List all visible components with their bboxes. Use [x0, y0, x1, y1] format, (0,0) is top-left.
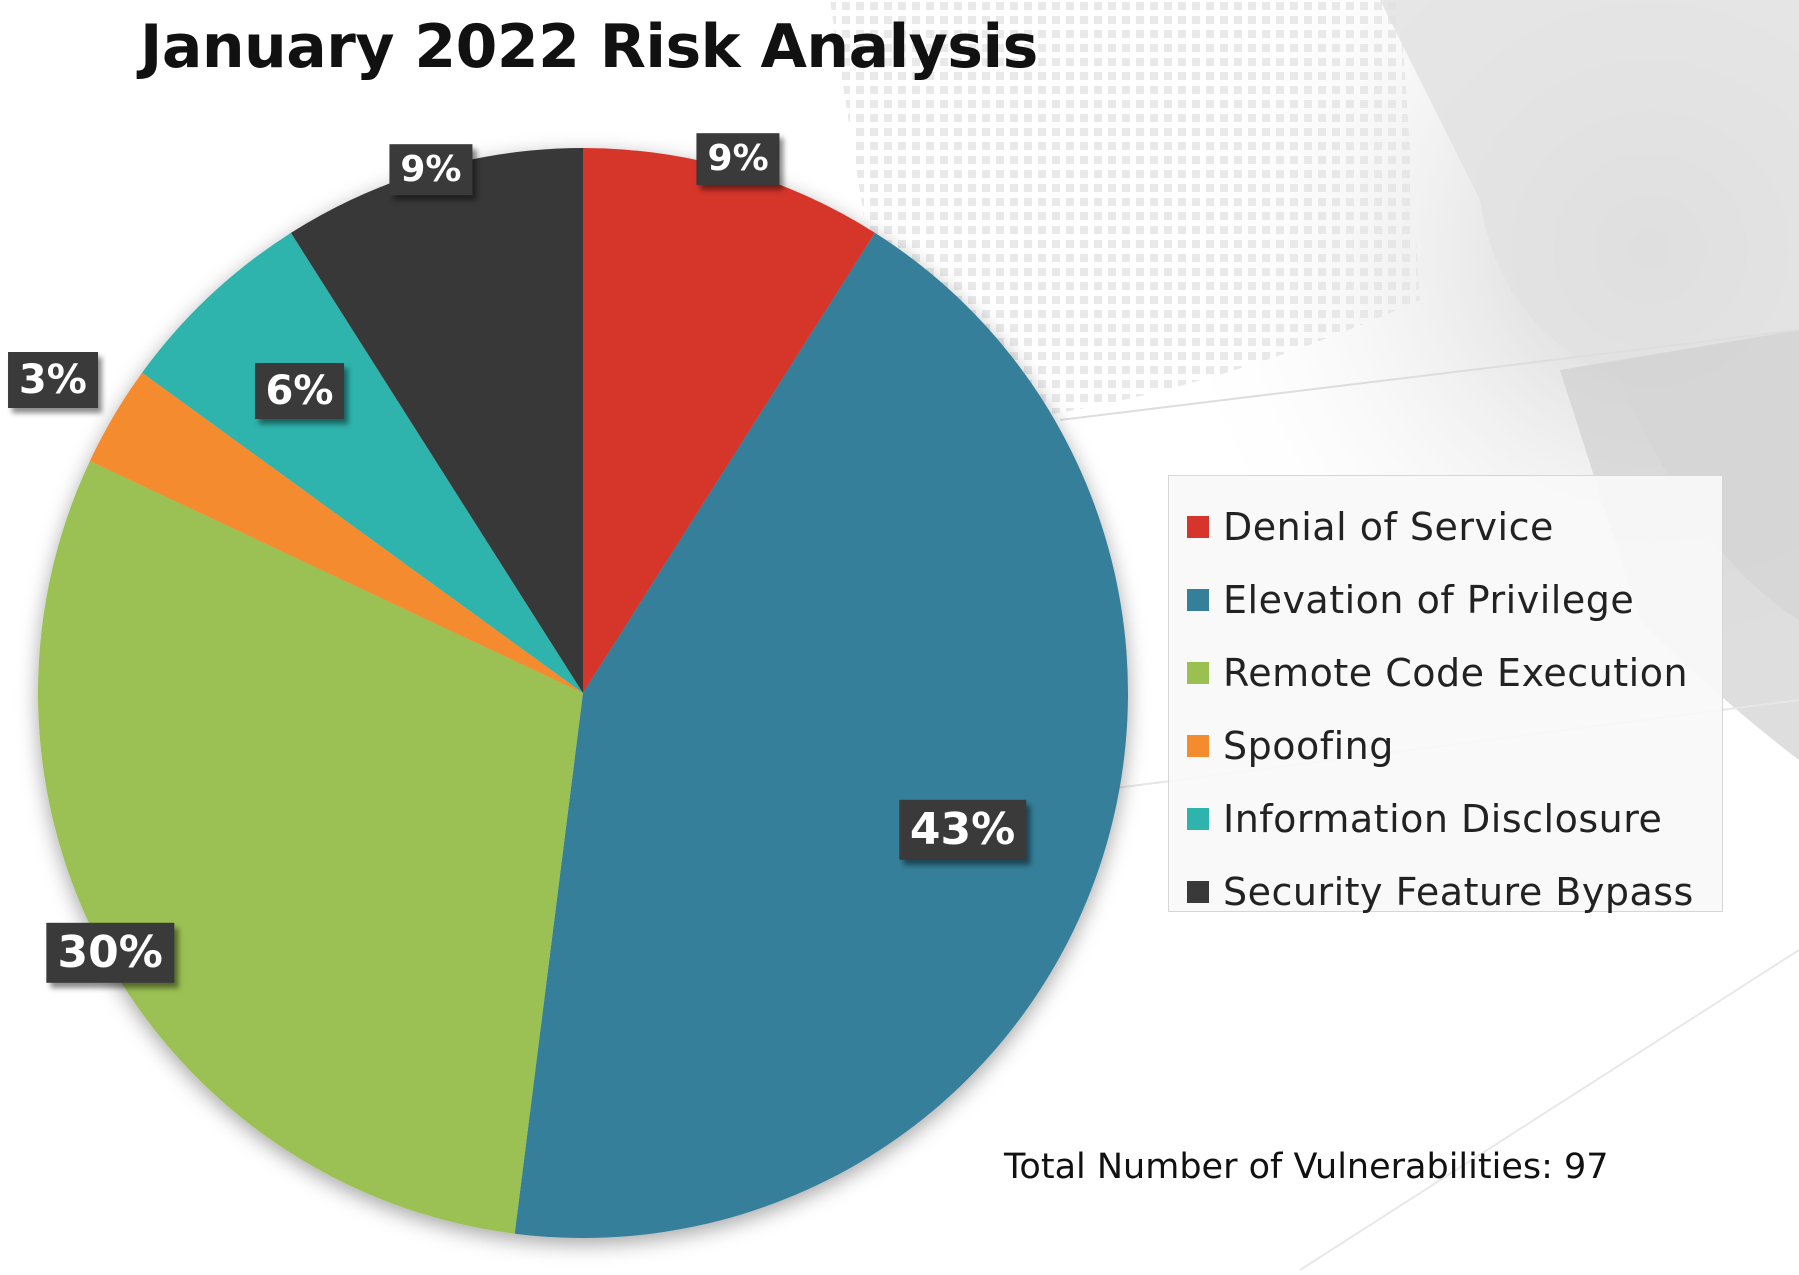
- data-label-remote-code-execution: 30%: [46, 922, 174, 984]
- legend-label: Remote Code Execution: [1223, 650, 1689, 695]
- data-label-spoofing: 3%: [7, 351, 98, 408]
- legend-swatch: [1187, 807, 1209, 830]
- legend-item: Elevation of Privilege: [1169, 563, 1722, 636]
- legend-label: Elevation of Privilege: [1223, 577, 1635, 622]
- pie-slice-elevation-of-privilege: [514, 232, 1129, 1238]
- pie-slice-information-disclosure: [142, 232, 583, 693]
- legend-label: Information Disclosure: [1223, 796, 1663, 841]
- legend-label: Security Feature Bypass: [1223, 869, 1694, 914]
- legend-item: Remote Code Execution: [1169, 636, 1722, 709]
- total-vulnerabilities-text: Total Number of Vulnerabilities: 97: [1004, 1147, 1609, 1187]
- legend: Denial of Service Elevation of Privilege…: [1168, 475, 1723, 914]
- legend-item: Information Disclosure: [1169, 782, 1722, 855]
- legend-item: Spoofing: [1169, 709, 1722, 782]
- pie-slice-denial-of-service: [583, 148, 876, 693]
- data-label-information-disclosure: 6%: [254, 363, 345, 420]
- pie-slice-security-feature-bypass: [290, 148, 583, 693]
- data-label-security-feature-bypass: 9%: [389, 143, 473, 196]
- legend-label: Spoofing: [1223, 723, 1394, 768]
- legend-swatch: [1187, 515, 1209, 538]
- legend-swatch: [1187, 880, 1209, 903]
- legend-swatch: [1187, 661, 1209, 684]
- legend-swatch: [1187, 588, 1209, 611]
- pie-slice-spoofing: [89, 372, 584, 693]
- legend-label: Denial of Service: [1223, 504, 1554, 549]
- chart-title: January 2022 Risk Analysis: [140, 12, 1038, 82]
- legend-item: Denial of Service: [1169, 490, 1722, 563]
- pie-slice-remote-code-execution: [38, 460, 584, 1234]
- legend-item: Security Feature Bypass: [1169, 855, 1722, 928]
- data-label-denial-of-service: 9%: [696, 133, 780, 185]
- data-label-elevation-of-privilege: 43%: [898, 799, 1027, 860]
- legend-swatch: [1187, 734, 1209, 757]
